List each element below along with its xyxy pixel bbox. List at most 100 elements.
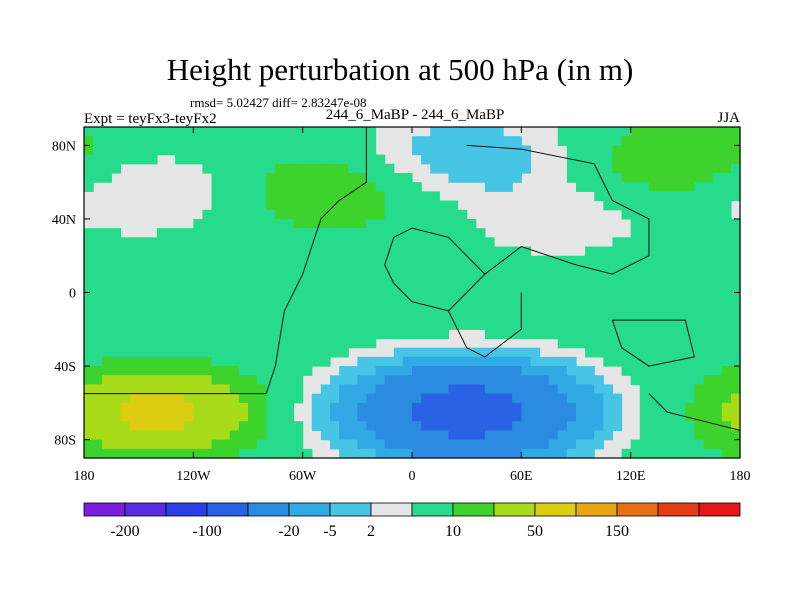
- field-cell: [694, 264, 705, 275]
- field-cell: [667, 145, 677, 156]
- field-cell: [576, 338, 586, 349]
- field-cell: [384, 320, 395, 330]
- field-cell: [603, 320, 614, 330]
- field-cell: [530, 301, 541, 312]
- field-cell: [703, 200, 714, 211]
- field-cell: [184, 329, 194, 340]
- field-cell: [448, 283, 459, 294]
- field-cell: [84, 237, 94, 248]
- field-cell: [566, 439, 577, 450]
- field-cell: [457, 439, 468, 450]
- field-cell: [412, 366, 422, 376]
- field-cell: [521, 347, 532, 358]
- field-cell: [266, 136, 276, 146]
- field-cell: [211, 172, 222, 183]
- field-cell: [484, 301, 495, 312]
- field-cell: [275, 136, 286, 146]
- field-cell: [220, 310, 231, 321]
- field-cell: [503, 366, 513, 376]
- field-cell: [658, 145, 668, 156]
- field-cell: [539, 375, 550, 386]
- field-cell: [630, 182, 641, 192]
- field-cell: [421, 448, 431, 459]
- field-cell: [512, 402, 522, 413]
- field-cell: [248, 218, 258, 229]
- field-cell: [548, 292, 559, 303]
- field-cell: [712, 191, 723, 202]
- field-cell: [238, 301, 249, 312]
- field-cell: [430, 320, 440, 330]
- field-cell: [521, 264, 532, 275]
- field-cell: [348, 246, 358, 257]
- field-cell: [257, 218, 267, 229]
- field-cell: [357, 402, 368, 413]
- field-cell: [721, 421, 732, 432]
- field-cell: [275, 218, 286, 229]
- field-cell: [266, 228, 276, 238]
- field-cell: [694, 209, 705, 220]
- field-cell: [166, 301, 176, 312]
- field-cell: [229, 228, 240, 238]
- field-cell: [530, 310, 541, 321]
- field-cell: [184, 301, 194, 312]
- field-cell: [667, 439, 677, 450]
- field-cell: [366, 264, 377, 275]
- field-cell: [512, 347, 522, 358]
- field-cell: [658, 356, 668, 367]
- field-cell: [311, 329, 322, 340]
- field-cell: [175, 274, 185, 284]
- field-cell: [156, 264, 167, 275]
- field-cell: [658, 347, 668, 358]
- field-cell: [202, 375, 213, 386]
- field-cell: [138, 430, 149, 441]
- field-cell: [439, 218, 450, 229]
- field-cell: [457, 274, 468, 284]
- field-cell: [648, 246, 659, 257]
- field-cell: [84, 172, 94, 183]
- field-cell: [421, 274, 431, 284]
- field-cell: [630, 292, 641, 303]
- field-cell: [539, 402, 550, 413]
- field-cell: [712, 237, 723, 248]
- field-cell: [639, 320, 650, 330]
- field-cell: [93, 228, 103, 238]
- field-cell: [475, 163, 486, 174]
- field-cell: [412, 237, 422, 248]
- field-cell: [129, 384, 140, 395]
- field-cell: [503, 172, 513, 183]
- field-cell: [539, 274, 550, 284]
- field-cell: [457, 366, 468, 376]
- field-cell: [302, 163, 313, 174]
- field-cell: [457, 237, 468, 248]
- field-cell: [694, 163, 705, 174]
- field-cell: [585, 246, 595, 257]
- field-cell: [494, 320, 504, 330]
- field-cell: [557, 301, 568, 312]
- field-cell: [220, 127, 231, 137]
- field-cell: [339, 310, 349, 321]
- field-cell: [257, 347, 267, 358]
- colorbar-label: 2: [367, 523, 375, 540]
- field-cell: [576, 439, 586, 450]
- field-cell: [667, 448, 677, 459]
- field-cell: [703, 402, 714, 413]
- field-cell: [348, 136, 358, 146]
- field-cell: [676, 172, 686, 183]
- field-cell: [320, 127, 331, 137]
- field-cell: [293, 283, 304, 294]
- field-cell: [284, 182, 295, 192]
- field-cell: [220, 246, 231, 257]
- field-cell: [129, 292, 140, 303]
- field-cell: [229, 274, 240, 284]
- field-cell: [366, 292, 377, 303]
- field-cell: [339, 218, 349, 229]
- field-cell: [238, 127, 249, 137]
- colorbar-box: [534, 502, 577, 517]
- field-cell: [685, 127, 696, 137]
- field-cell: [293, 246, 304, 257]
- field-cell: [402, 375, 413, 386]
- field-cell: [494, 310, 504, 321]
- field-cell: [576, 172, 586, 183]
- field-cell: [348, 200, 358, 211]
- field-cell: [466, 163, 477, 174]
